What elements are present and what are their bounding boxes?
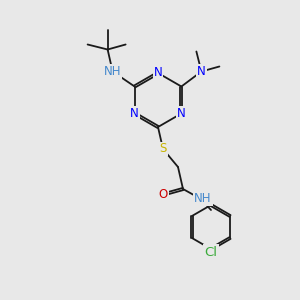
Text: NH: NH — [194, 193, 212, 206]
Text: O: O — [158, 188, 168, 200]
Text: N: N — [197, 65, 206, 78]
Text: N: N — [154, 67, 162, 80]
Text: N: N — [130, 107, 139, 120]
Text: Cl: Cl — [205, 245, 218, 259]
Text: NH: NH — [104, 65, 122, 78]
Text: S: S — [159, 142, 167, 155]
Text: N: N — [177, 107, 186, 120]
